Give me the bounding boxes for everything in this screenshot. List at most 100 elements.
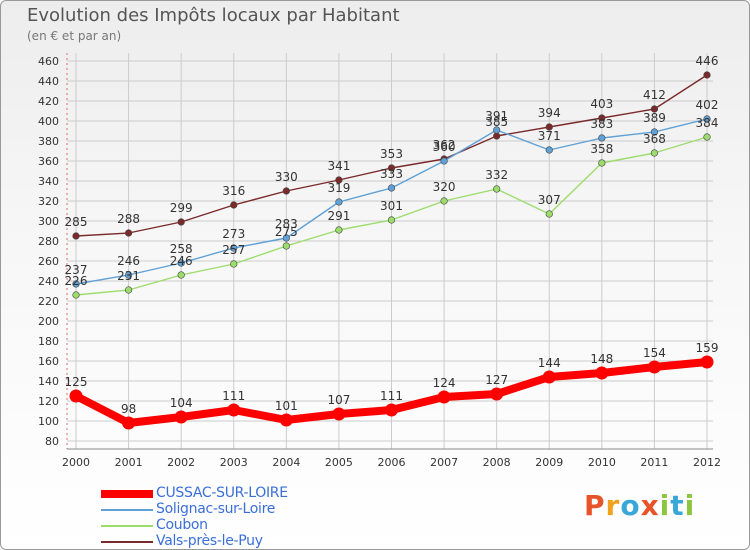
data-label: 362 bbox=[433, 138, 456, 152]
data-point bbox=[177, 271, 185, 279]
data-label: 384 bbox=[696, 116, 719, 130]
data-label: 148 bbox=[590, 352, 613, 366]
proxiti-logo: Proxiti bbox=[584, 489, 695, 522]
data-label: 358 bbox=[590, 142, 613, 156]
data-label: 144 bbox=[538, 356, 561, 370]
data-label: 104 bbox=[170, 396, 193, 410]
data-point bbox=[230, 201, 238, 209]
x-tick-label: 2012 bbox=[693, 456, 721, 469]
data-point bbox=[335, 176, 343, 184]
y-tick-label: 240 bbox=[38, 275, 59, 288]
data-label: 299 bbox=[170, 201, 193, 215]
x-tick-label: 2001 bbox=[115, 456, 143, 469]
data-label: 98 bbox=[121, 402, 136, 416]
data-point bbox=[598, 159, 606, 167]
data-point bbox=[703, 133, 711, 141]
data-label: 159 bbox=[696, 341, 719, 355]
data-point bbox=[227, 403, 241, 417]
legend-label-vals: Vals-près-le-Puy bbox=[156, 533, 263, 549]
legend-swatch-cussac bbox=[101, 490, 153, 498]
y-tick-label: 180 bbox=[38, 335, 59, 348]
y-tick-label: 340 bbox=[38, 175, 59, 188]
logo-letter: o bbox=[620, 489, 641, 522]
data-point bbox=[177, 218, 185, 226]
legend-label-coubon: Coubon bbox=[156, 517, 208, 533]
data-point bbox=[335, 198, 343, 206]
data-label: 111 bbox=[380, 389, 403, 403]
data-label: 273 bbox=[222, 227, 245, 241]
data-point bbox=[177, 259, 185, 267]
data-point bbox=[122, 416, 136, 430]
data-point bbox=[700, 355, 714, 369]
data-label: 127 bbox=[485, 373, 508, 387]
data-label: 111 bbox=[222, 389, 245, 403]
data-point bbox=[69, 389, 83, 403]
data-label: 394 bbox=[538, 106, 561, 120]
data-label: 125 bbox=[65, 375, 88, 389]
data-labels: 285 288 299 316 330 341 353 362 385 394 403 412 446 2… bbox=[65, 54, 719, 416]
logo-letter: t bbox=[670, 489, 685, 522]
logo-letter: P bbox=[584, 489, 606, 522]
logo-letter: i bbox=[659, 489, 671, 522]
y-tick-label: 120 bbox=[38, 395, 59, 408]
data-point bbox=[282, 242, 290, 250]
data-label: 319 bbox=[327, 181, 350, 195]
data-point bbox=[230, 244, 238, 252]
data-label: 320 bbox=[433, 180, 456, 194]
data-label: 154 bbox=[643, 346, 666, 360]
y-tick-label: 280 bbox=[38, 235, 59, 248]
axes: 80 100 120 140 160 180 200 220 240 260 280 300 320 34… bbox=[38, 53, 721, 469]
data-label: 412 bbox=[643, 88, 666, 102]
data-label: 226 bbox=[65, 274, 88, 288]
y-tick-label: 160 bbox=[38, 355, 59, 368]
legend-swatch-solignac bbox=[101, 509, 153, 511]
data-point bbox=[703, 71, 711, 79]
data-label: 283 bbox=[275, 217, 298, 231]
data-label: 332 bbox=[485, 168, 508, 182]
data-point bbox=[595, 366, 609, 380]
data-point bbox=[545, 123, 553, 131]
data-point bbox=[332, 407, 346, 421]
data-point bbox=[282, 234, 290, 242]
data-point bbox=[124, 229, 133, 237]
data-label: 237 bbox=[65, 263, 88, 277]
data-label: 403 bbox=[590, 97, 613, 111]
data-label: 360 bbox=[433, 140, 456, 154]
data-label: 231 bbox=[117, 269, 140, 283]
data-label: 316 bbox=[222, 184, 245, 198]
data-point bbox=[335, 226, 343, 234]
data-point bbox=[650, 128, 659, 136]
data-point bbox=[387, 184, 396, 192]
data-point bbox=[282, 187, 290, 195]
data-label: 301 bbox=[380, 199, 403, 213]
legend-swatch-vals bbox=[101, 541, 153, 543]
data-point bbox=[650, 149, 659, 157]
data-label: 288 bbox=[117, 212, 140, 226]
grid bbox=[67, 53, 713, 449]
data-label: 341 bbox=[327, 159, 350, 173]
y-tick-label: 300 bbox=[38, 215, 59, 228]
data-label: 275 bbox=[275, 225, 298, 239]
data-label: 107 bbox=[327, 393, 350, 407]
legend-swatch-coubon bbox=[101, 525, 153, 527]
data-label: 124 bbox=[433, 376, 456, 390]
x-tick-label: 2002 bbox=[167, 456, 195, 469]
data-label: 285 bbox=[65, 215, 88, 229]
data-point bbox=[542, 370, 556, 384]
data-point bbox=[387, 216, 396, 224]
x-tick-label: 2009 bbox=[535, 456, 563, 469]
data-label: 258 bbox=[170, 242, 193, 256]
chart-subtitle: (en € et par an) bbox=[27, 29, 122, 43]
data-label: 257 bbox=[222, 243, 245, 257]
y-tick-label: 400 bbox=[38, 115, 59, 128]
data-point bbox=[124, 271, 133, 279]
data-point bbox=[72, 280, 80, 288]
x-tick-label: 2007 bbox=[430, 456, 458, 469]
y-tick-label: 380 bbox=[38, 135, 59, 148]
x-tick-label: 2008 bbox=[483, 456, 511, 469]
y-tick-label: 420 bbox=[38, 95, 59, 108]
data-point bbox=[440, 197, 448, 205]
data-point bbox=[385, 403, 398, 417]
